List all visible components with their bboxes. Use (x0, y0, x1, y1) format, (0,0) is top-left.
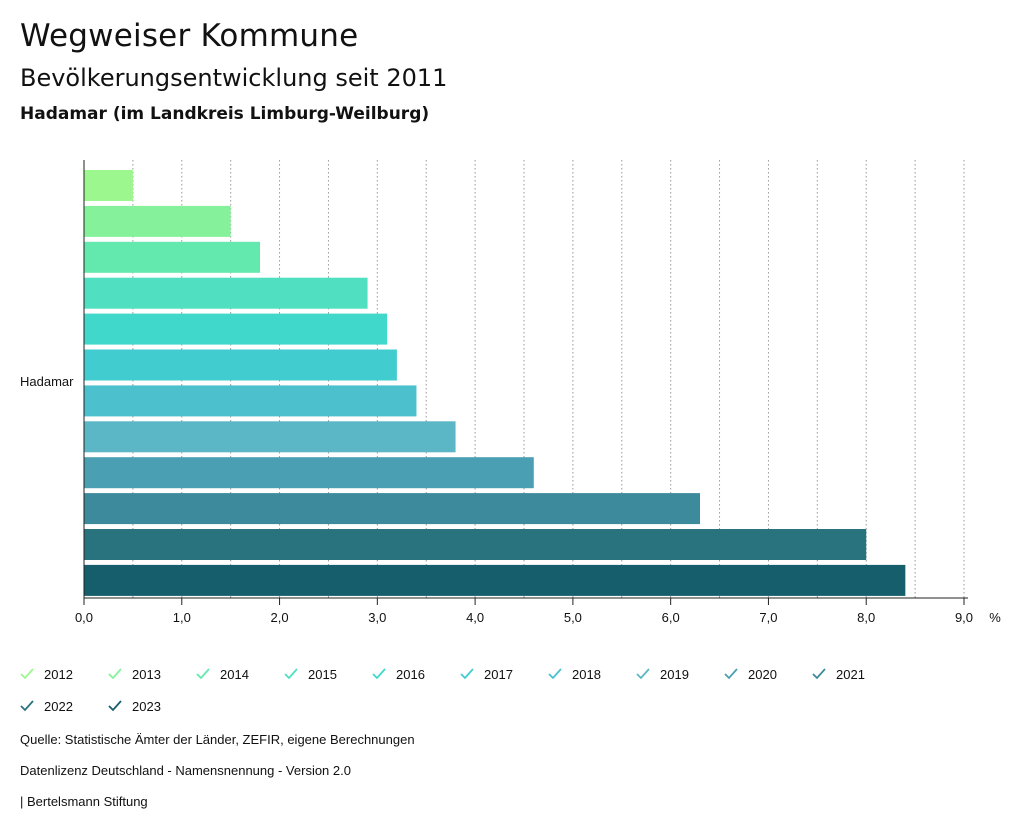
x-tick-label: 0,0 (75, 610, 93, 625)
legend-row: 2012 2013 2014 2015 2016 2017 2018 2019 2020 2021 (20, 658, 1000, 690)
legend-item-2016[interactable]: 2016 (372, 667, 460, 682)
legend-item-2017[interactable]: 2017 (460, 667, 548, 682)
legend-item-2012[interactable]: 2012 (20, 667, 108, 682)
check-icon (460, 668, 474, 680)
check-icon (548, 668, 562, 680)
bar-2020 (84, 457, 534, 489)
legend-label: 2017 (484, 666, 513, 682)
region-label: Hadamar (im Landkreis Limburg-Weilburg) (20, 104, 430, 124)
y-category-label: Hadamar (20, 374, 74, 389)
check-icon (20, 668, 34, 680)
check-icon (636, 668, 650, 680)
bar-2022 (84, 529, 867, 560)
legend-item-2014[interactable]: 2014 (196, 667, 284, 682)
check-icon (284, 668, 298, 680)
chart-subtitle: Bevölkerungsentwicklung seit 2011 (20, 64, 448, 92)
legend-label: 2013 (132, 666, 161, 682)
x-unit-label: % (989, 610, 1001, 625)
x-tick-label: 9,0 (955, 610, 973, 625)
legend-label: 2022 (44, 698, 73, 714)
legend-item-2015[interactable]: 2015 (284, 667, 372, 682)
check-icon (372, 668, 386, 680)
legend-label: 2014 (220, 666, 249, 682)
x-tick-label: 4,0 (466, 610, 484, 625)
bar-2015 (84, 277, 368, 309)
legend-label: 2018 (572, 666, 601, 682)
legend-label: 2019 (660, 666, 689, 682)
legend-item-2022[interactable]: 2022 (20, 699, 108, 714)
page-title: Wegweiser Kommune (20, 18, 359, 54)
legend-label: 2015 (308, 666, 337, 682)
bar-chart: 0,0 1,0 2,0 3,0 4,0 5,0 6,0 7,0 8,0 9,0 % Hadamar (20, 160, 1001, 625)
x-tick-label: 3,0 (368, 610, 386, 625)
x-tick-label: 1,0 (173, 610, 191, 625)
check-icon (196, 668, 210, 680)
bar-2012 (84, 170, 133, 201)
bar-2013 (84, 205, 231, 237)
bar-2023 (84, 564, 906, 596)
license-note: Datenlizenz Deutschland - Namensnennung … (20, 763, 351, 778)
check-icon (108, 700, 122, 712)
check-icon (812, 668, 826, 680)
legend-label: 2012 (44, 666, 73, 682)
legend-item-2019[interactable]: 2019 (636, 667, 724, 682)
check-icon (20, 700, 34, 712)
legend-item-2020[interactable]: 2020 (724, 667, 812, 682)
legend-item-2023[interactable]: 2023 (108, 699, 196, 714)
bar-2014 (84, 241, 260, 273)
legend-label: 2020 (748, 666, 777, 682)
x-tick-label: 7,0 (759, 610, 777, 625)
legend-label: 2021 (836, 666, 865, 682)
legend-item-2018[interactable]: 2018 (548, 667, 636, 682)
x-tick-label: 6,0 (662, 610, 680, 625)
bar-2017 (84, 349, 397, 381)
bar-2021 (84, 493, 700, 525)
bar-2016 (84, 313, 388, 345)
check-icon (724, 668, 738, 680)
chart-legend: 2012 2013 2014 2015 2016 2017 2018 2019 2020 2021… (20, 658, 1000, 722)
bar-2018 (84, 385, 417, 417)
legend-label: 2023 (132, 698, 161, 714)
source-note: Quelle: Statistische Ämter der Länder, Z… (20, 732, 415, 747)
publisher-note: | Bertelsmann Stiftung (20, 794, 148, 809)
x-tick-label: 2,0 (271, 610, 289, 625)
legend-item-2013[interactable]: 2013 (108, 667, 196, 682)
bar-2019 (84, 421, 456, 453)
x-tick-label: 8,0 (857, 610, 875, 625)
legend-item-2021[interactable]: 2021 (812, 667, 900, 682)
legend-label: 2016 (396, 666, 425, 682)
x-tick-label: 5,0 (564, 610, 582, 625)
legend-row: 2022 2023 (20, 690, 1000, 722)
check-icon (108, 668, 122, 680)
